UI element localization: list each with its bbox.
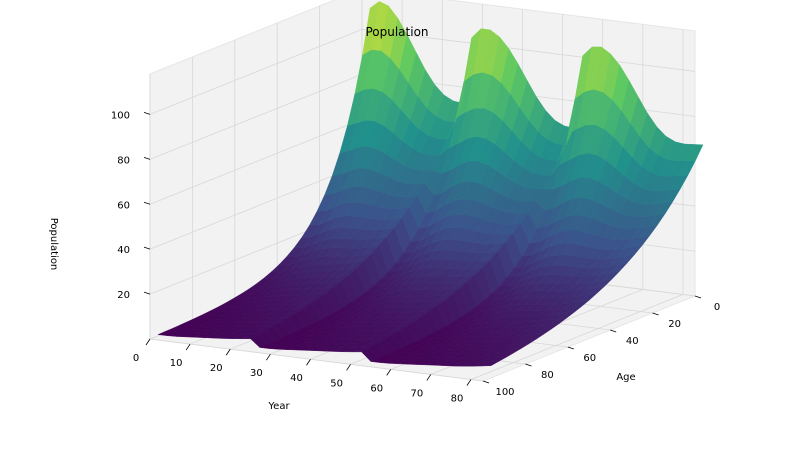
z-tick-label: 100 xyxy=(111,110,130,121)
axis-ticks: 0 10 20 30 40 50 60 70 80 0 20 40 60 80 100 20 40 60 80 100 xyxy=(111,110,720,404)
z-tick-mark xyxy=(143,201,151,205)
x-tick-label: 50 xyxy=(330,378,343,389)
grid-line-year xyxy=(470,294,684,380)
x-tick-mark xyxy=(426,374,432,381)
x-tick-mark xyxy=(466,379,472,386)
chart-title: Population xyxy=(365,25,428,39)
x-tick-mark xyxy=(386,369,392,376)
grid-line-pop xyxy=(361,29,696,72)
y-tick-label: 100 xyxy=(495,387,514,398)
y-tick-mark xyxy=(482,380,490,384)
y-tick-mark xyxy=(610,329,617,333)
x-tick-mark xyxy=(346,364,351,371)
y-tick-mark xyxy=(525,363,532,367)
grid-line-pop xyxy=(149,29,363,115)
x-tick-mark xyxy=(225,348,231,356)
x-tick-label: 80 xyxy=(451,393,464,404)
x-tick-label: 20 xyxy=(210,363,223,374)
x-tick-label: 40 xyxy=(290,373,303,384)
surface-plot xyxy=(157,0,704,367)
x-tick-label: 70 xyxy=(410,388,423,399)
y-tick-label: 40 xyxy=(626,336,639,347)
x-tick-label: 60 xyxy=(370,383,383,394)
grid-line-age xyxy=(149,338,484,382)
x-tick-mark xyxy=(266,353,271,361)
y-tick-label: 20 xyxy=(668,319,681,330)
x-axis-label: Year xyxy=(267,401,290,412)
x-tick-mark xyxy=(145,338,151,346)
z-tick-mark xyxy=(143,246,151,250)
grid-line-pop xyxy=(149,118,363,205)
y-tick-mark xyxy=(652,312,659,316)
y-tick-label: 80 xyxy=(541,370,554,381)
z-tick-label: 60 xyxy=(117,200,130,211)
x-tick-mark xyxy=(185,343,191,351)
x-tick-label: 0 xyxy=(133,353,139,364)
y-tick-label: 60 xyxy=(583,353,596,364)
grid-line-pop xyxy=(149,73,363,160)
y-tick-label: 0 xyxy=(714,302,720,313)
z-tick-mark xyxy=(143,112,151,115)
z-tick-label: 80 xyxy=(117,155,130,166)
y-axis-label: Age xyxy=(616,372,635,383)
surface-facet xyxy=(685,144,704,161)
z-axis-label: Population xyxy=(48,218,59,271)
z-tick-label: 40 xyxy=(117,245,130,256)
y-tick-mark xyxy=(567,346,574,350)
z-tick-mark xyxy=(143,291,151,295)
x-tick-mark xyxy=(306,359,311,366)
grid-line-pop xyxy=(149,163,363,250)
x-tick-label: 30 xyxy=(250,368,263,379)
z-tick-label: 20 xyxy=(117,290,130,301)
y-tick-mark xyxy=(694,295,702,299)
z-tick-mark xyxy=(143,156,151,160)
x-tick-label: 10 xyxy=(170,358,183,369)
